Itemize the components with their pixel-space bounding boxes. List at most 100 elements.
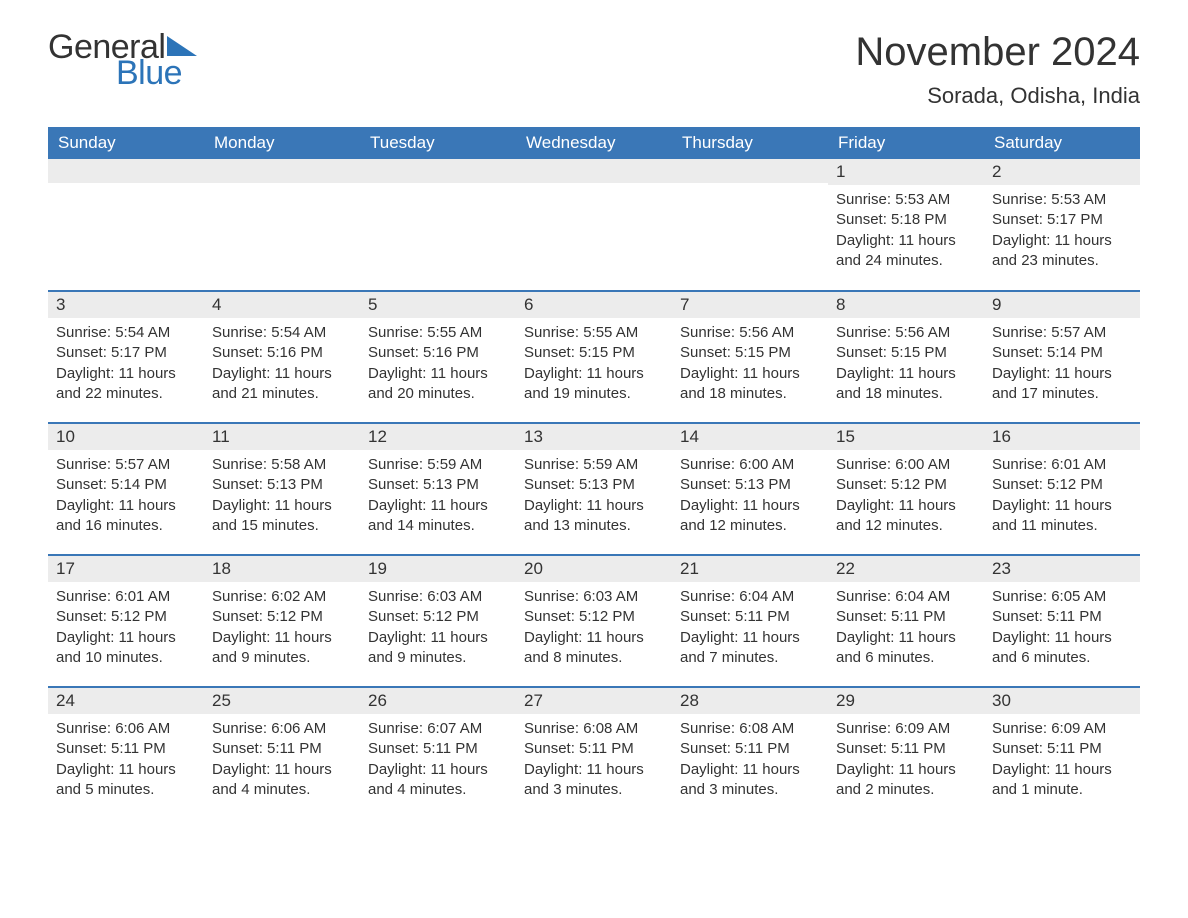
sunset-line: Sunset: 5:17 PM bbox=[992, 210, 1132, 230]
day-content: Sunrise: 6:04 AMSunset: 5:11 PMDaylight:… bbox=[828, 582, 984, 676]
day-content: Sunrise: 6:01 AMSunset: 5:12 PMDaylight:… bbox=[48, 582, 204, 676]
empty-daynum bbox=[516, 159, 672, 183]
sunrise-line: Sunrise: 6:01 AM bbox=[56, 587, 196, 607]
daylight-line: Daylight: 11 hours and 3 minutes. bbox=[680, 760, 820, 801]
day-cell: 9Sunrise: 5:57 AMSunset: 5:14 PMDaylight… bbox=[984, 291, 1140, 423]
day-cell: 11Sunrise: 5:58 AMSunset: 5:13 PMDayligh… bbox=[204, 423, 360, 555]
day-number: 26 bbox=[360, 688, 516, 714]
sunset-line: Sunset: 5:17 PM bbox=[56, 343, 196, 363]
daylight-line: Daylight: 11 hours and 19 minutes. bbox=[524, 364, 664, 405]
sunset-line: Sunset: 5:13 PM bbox=[212, 475, 352, 495]
sunrise-line: Sunrise: 6:06 AM bbox=[212, 719, 352, 739]
empty-daynum bbox=[48, 159, 204, 183]
sunrise-line: Sunrise: 5:56 AM bbox=[836, 323, 976, 343]
daylight-line: Daylight: 11 hours and 18 minutes. bbox=[836, 364, 976, 405]
day-content: Sunrise: 6:02 AMSunset: 5:12 PMDaylight:… bbox=[204, 582, 360, 676]
day-number: 29 bbox=[828, 688, 984, 714]
sunset-line: Sunset: 5:11 PM bbox=[368, 739, 508, 759]
day-number: 12 bbox=[360, 424, 516, 450]
daylight-line: Daylight: 11 hours and 17 minutes. bbox=[992, 364, 1132, 405]
day-content: Sunrise: 6:07 AMSunset: 5:11 PMDaylight:… bbox=[360, 714, 516, 808]
empty-daynum bbox=[204, 159, 360, 183]
daylight-line: Daylight: 11 hours and 4 minutes. bbox=[368, 760, 508, 801]
weekday-header-row: SundayMondayTuesdayWednesdayThursdayFrid… bbox=[48, 127, 1140, 159]
sunset-line: Sunset: 5:12 PM bbox=[368, 607, 508, 627]
logo-triangle-icon bbox=[167, 36, 197, 56]
day-number: 21 bbox=[672, 556, 828, 582]
sunrise-line: Sunrise: 6:08 AM bbox=[524, 719, 664, 739]
day-cell: 8Sunrise: 5:56 AMSunset: 5:15 PMDaylight… bbox=[828, 291, 984, 423]
sunset-line: Sunset: 5:11 PM bbox=[992, 607, 1132, 627]
sunset-line: Sunset: 5:16 PM bbox=[212, 343, 352, 363]
weekday-header: Wednesday bbox=[516, 127, 672, 159]
sunrise-line: Sunrise: 6:03 AM bbox=[368, 587, 508, 607]
day-number: 18 bbox=[204, 556, 360, 582]
daylight-line: Daylight: 11 hours and 2 minutes. bbox=[836, 760, 976, 801]
daylight-line: Daylight: 11 hours and 18 minutes. bbox=[680, 364, 820, 405]
day-cell: 17Sunrise: 6:01 AMSunset: 5:12 PMDayligh… bbox=[48, 555, 204, 687]
location-subtitle: Sorada, Odisha, India bbox=[855, 83, 1140, 109]
sunrise-line: Sunrise: 5:57 AM bbox=[56, 455, 196, 475]
empty-day-cell bbox=[672, 159, 828, 291]
day-number: 4 bbox=[204, 292, 360, 318]
sunrise-line: Sunrise: 6:06 AM bbox=[56, 719, 196, 739]
day-content: Sunrise: 6:01 AMSunset: 5:12 PMDaylight:… bbox=[984, 450, 1140, 544]
day-content: Sunrise: 6:00 AMSunset: 5:13 PMDaylight:… bbox=[672, 450, 828, 544]
daylight-line: Daylight: 11 hours and 5 minutes. bbox=[56, 760, 196, 801]
daylight-line: Daylight: 11 hours and 6 minutes. bbox=[992, 628, 1132, 669]
sunrise-line: Sunrise: 6:09 AM bbox=[992, 719, 1132, 739]
day-number: 6 bbox=[516, 292, 672, 318]
sunset-line: Sunset: 5:18 PM bbox=[836, 210, 976, 230]
sunrise-line: Sunrise: 6:05 AM bbox=[992, 587, 1132, 607]
daylight-line: Daylight: 11 hours and 4 minutes. bbox=[212, 760, 352, 801]
daylight-line: Daylight: 11 hours and 21 minutes. bbox=[212, 364, 352, 405]
daylight-line: Daylight: 11 hours and 20 minutes. bbox=[368, 364, 508, 405]
sunrise-line: Sunrise: 5:59 AM bbox=[524, 455, 664, 475]
sunrise-line: Sunrise: 6:07 AM bbox=[368, 719, 508, 739]
sunrise-line: Sunrise: 5:56 AM bbox=[680, 323, 820, 343]
day-cell: 13Sunrise: 5:59 AMSunset: 5:13 PMDayligh… bbox=[516, 423, 672, 555]
day-content: Sunrise: 5:54 AMSunset: 5:17 PMDaylight:… bbox=[48, 318, 204, 412]
day-cell: 6Sunrise: 5:55 AMSunset: 5:15 PMDaylight… bbox=[516, 291, 672, 423]
day-number: 11 bbox=[204, 424, 360, 450]
week-row: 1Sunrise: 5:53 AMSunset: 5:18 PMDaylight… bbox=[48, 159, 1140, 291]
day-cell: 20Sunrise: 6:03 AMSunset: 5:12 PMDayligh… bbox=[516, 555, 672, 687]
daylight-line: Daylight: 11 hours and 23 minutes. bbox=[992, 231, 1132, 272]
day-number: 2 bbox=[984, 159, 1140, 185]
page-header: General Blue November 2024 Sorada, Odish… bbox=[48, 30, 1140, 109]
daylight-line: Daylight: 11 hours and 11 minutes. bbox=[992, 496, 1132, 537]
sunset-line: Sunset: 5:13 PM bbox=[368, 475, 508, 495]
day-number: 16 bbox=[984, 424, 1140, 450]
sunset-line: Sunset: 5:14 PM bbox=[56, 475, 196, 495]
sunset-line: Sunset: 5:13 PM bbox=[680, 475, 820, 495]
sunrise-line: Sunrise: 5:55 AM bbox=[524, 323, 664, 343]
day-content: Sunrise: 5:53 AMSunset: 5:18 PMDaylight:… bbox=[828, 185, 984, 279]
day-content: Sunrise: 5:56 AMSunset: 5:15 PMDaylight:… bbox=[828, 318, 984, 412]
empty-day-cell bbox=[48, 159, 204, 291]
day-content: Sunrise: 6:00 AMSunset: 5:12 PMDaylight:… bbox=[828, 450, 984, 544]
day-content: Sunrise: 5:59 AMSunset: 5:13 PMDaylight:… bbox=[516, 450, 672, 544]
day-number: 5 bbox=[360, 292, 516, 318]
daylight-line: Daylight: 11 hours and 1 minute. bbox=[992, 760, 1132, 801]
day-cell: 16Sunrise: 6:01 AMSunset: 5:12 PMDayligh… bbox=[984, 423, 1140, 555]
sunrise-line: Sunrise: 5:54 AM bbox=[56, 323, 196, 343]
day-number: 9 bbox=[984, 292, 1140, 318]
sunset-line: Sunset: 5:14 PM bbox=[992, 343, 1132, 363]
day-cell: 28Sunrise: 6:08 AMSunset: 5:11 PMDayligh… bbox=[672, 687, 828, 819]
day-cell: 25Sunrise: 6:06 AMSunset: 5:11 PMDayligh… bbox=[204, 687, 360, 819]
day-number: 25 bbox=[204, 688, 360, 714]
sunset-line: Sunset: 5:11 PM bbox=[524, 739, 664, 759]
day-content: Sunrise: 6:04 AMSunset: 5:11 PMDaylight:… bbox=[672, 582, 828, 676]
day-cell: 30Sunrise: 6:09 AMSunset: 5:11 PMDayligh… bbox=[984, 687, 1140, 819]
day-content: Sunrise: 6:08 AMSunset: 5:11 PMDaylight:… bbox=[672, 714, 828, 808]
logo: General Blue bbox=[48, 30, 197, 90]
sunset-line: Sunset: 5:11 PM bbox=[680, 607, 820, 627]
day-cell: 7Sunrise: 5:56 AMSunset: 5:15 PMDaylight… bbox=[672, 291, 828, 423]
day-number: 27 bbox=[516, 688, 672, 714]
daylight-line: Daylight: 11 hours and 9 minutes. bbox=[212, 628, 352, 669]
sunrise-line: Sunrise: 6:00 AM bbox=[680, 455, 820, 475]
daylight-line: Daylight: 11 hours and 13 minutes. bbox=[524, 496, 664, 537]
day-content: Sunrise: 6:09 AMSunset: 5:11 PMDaylight:… bbox=[984, 714, 1140, 808]
weekday-header: Thursday bbox=[672, 127, 828, 159]
sunset-line: Sunset: 5:12 PM bbox=[836, 475, 976, 495]
